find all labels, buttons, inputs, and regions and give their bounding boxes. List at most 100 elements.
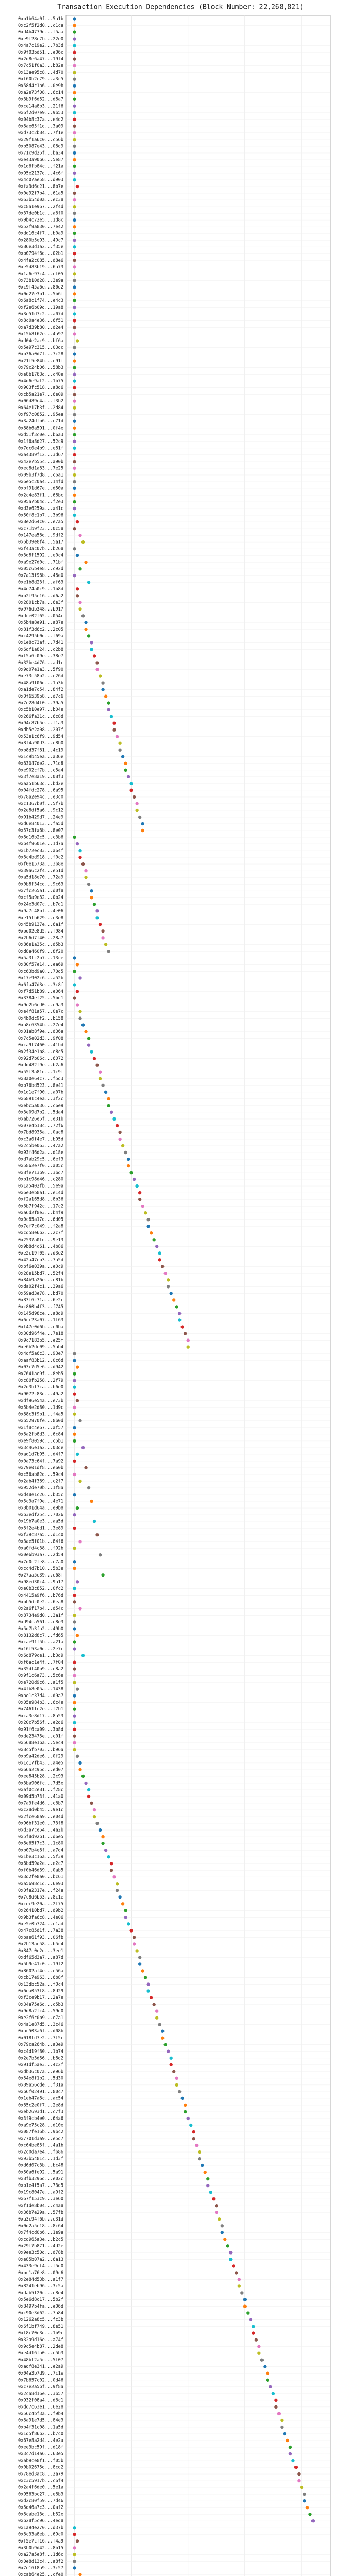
dependency-dot <box>90 1499 93 1503</box>
dependency-dot <box>73 2553 76 2556</box>
y-tick-label: 0x56c4bf3a...f9b4 <box>18 2411 63 2416</box>
y-tick-label: 0x0a73c64f...7a92 <box>18 1459 63 1464</box>
dependency-dot <box>73 386 76 389</box>
dependency-dot <box>73 1647 76 1651</box>
dependency-dot <box>112 721 116 725</box>
dependency-dot <box>73 1748 76 1752</box>
dependency-dot <box>73 1674 76 1677</box>
dependency-dot <box>73 1560 76 1564</box>
y-tick-label: 0x7d0c2fe8...c7a0 <box>18 1560 63 1565</box>
dependency-dot <box>235 2271 238 2275</box>
y-tick-label: 0x78ed3ac8...2a79 <box>18 2472 63 2477</box>
dependency-dot <box>75 2539 79 2543</box>
y-tick-label: 0x5b4e2d80...1d9c <box>18 1405 63 1410</box>
dependency-dot <box>73 1439 76 1443</box>
y-tick-label: 0x2e7b3d56...b8d2 <box>18 2056 63 2061</box>
y-tick-label: 0x8c5fb703...b96a <box>18 1747 63 1752</box>
y-tick-label: 0x55f3a81d...1c9f <box>18 1070 63 1075</box>
dependency-dot <box>78 1768 82 1772</box>
y-tick-label: 0x2e84d53b...a1f7 <box>18 2277 63 2282</box>
y-tick-label: 0xa5698c1d...6e93 <box>18 1882 63 1887</box>
dependency-dot <box>73 265 76 269</box>
dependency-dot <box>311 2519 315 2523</box>
y-tick-label: 0xcc4d7b10...5b3e <box>18 1566 63 1571</box>
y-tick-label: 0x80f57e14...ea69 <box>18 962 63 968</box>
y-tick-label: 0x4e74a0c9...1b8d <box>18 587 63 592</box>
dependency-dot <box>109 1869 113 1872</box>
dependency-dot <box>87 1788 91 1792</box>
dependency-dot <box>73 312 76 316</box>
y-tick-label: 0x2c0da7e4...fb86 <box>18 2150 63 2155</box>
y-tick-label: 0x28e15bd7...52f4 <box>18 1271 63 1276</box>
dependency-dot <box>73 1600 76 1604</box>
y-tick-label: 0xf97c0852...95ea <box>18 412 63 417</box>
y-tick-label: 0x29f1a6c0...c56b <box>18 137 63 142</box>
dependency-dot <box>271 2392 275 2396</box>
y-tick-label: 0xc28d0b45...9e1c <box>18 1808 63 1813</box>
y-tick-label: 0xd8a460f9...8f20 <box>18 949 63 954</box>
y-tick-label: 0x932f08a4...d6c1 <box>18 2398 63 2403</box>
dependency-dot <box>95 916 99 920</box>
dependency-dot <box>73 1667 76 1671</box>
dependency-dot <box>73 1681 76 1684</box>
dependency-dot <box>73 332 76 336</box>
dependency-dot <box>75 339 79 343</box>
y-tick-label: 0x2537a0fd...9e13 <box>18 1238 63 1243</box>
y-tick-label: 0x2b6d7f40...28a7 <box>18 936 63 941</box>
y-tick-label: 0xc56ab82d...59c4 <box>18 1472 63 1477</box>
y-tick-label: 0x6c33a8eb...69c0 <box>18 2532 63 2537</box>
dependency-dot <box>78 533 82 537</box>
dependency-dot <box>73 500 76 504</box>
y-tick-label: 0xab9ce8f1...f05b <box>18 2459 63 2464</box>
dependency-dot <box>172 1298 176 1302</box>
y-tick-label: 0x8602af4e...e56a <box>18 1969 63 1974</box>
dependency-dot <box>263 2365 267 2368</box>
dependency-dot <box>104 694 108 698</box>
y-tick-label: 0x3b7f942c...17c2 <box>18 1204 63 1209</box>
y-tick-label: 0x903fc518...a8d6 <box>18 385 63 391</box>
dependency-dot <box>101 681 105 685</box>
dependency-dot <box>149 1231 153 1235</box>
y-tick-label: 0x1a6e97c4...cf05 <box>18 272 63 277</box>
dependency-dot <box>206 2177 210 2181</box>
y-tick-label: 0xb2f95e16...d6a2 <box>18 594 63 599</box>
dependency-dot <box>87 882 91 886</box>
y-tick-label: 0xe9f28c7b...22e0 <box>18 37 63 42</box>
y-tick-label: 0x6d879ce1...b3d9 <box>18 1653 63 1658</box>
dependency-dot <box>274 2398 278 2402</box>
y-tick-label: 0x8d16b2c5...c3b6 <box>18 835 63 840</box>
dependency-dot <box>73 426 76 430</box>
dependency-dot <box>184 1332 187 1335</box>
y-tick-label: 0xe15fb629...c3e8 <box>18 916 63 921</box>
dependency-dot <box>92 1057 96 1060</box>
y-tick-label: 0x4a7c19e2...7b3d <box>18 43 63 48</box>
dependency-dot <box>73 1620 76 1624</box>
dependency-dot <box>87 581 91 584</box>
y-tick-label: 0x8241eb96...3c5a <box>18 2284 63 2289</box>
y-tick-label: 0x09d5b73f...41a0 <box>18 1794 63 1799</box>
y-tick-label: 0xb1b64a0f...5a1b <box>18 16 63 22</box>
dependency-dot <box>297 2472 301 2476</box>
dependency-dot <box>73 1459 76 1463</box>
y-tick-label: 0x8e2d64c0...e7a5 <box>18 520 63 525</box>
y-tick-label: 0xc8a1e967...2f4d <box>18 205 63 210</box>
dependency-dot <box>192 2130 195 2134</box>
dependency-dot <box>257 2345 261 2348</box>
dependency-dot <box>73 2533 76 2536</box>
dependency-dot <box>73 77 76 81</box>
dependency-dot <box>73 104 76 108</box>
y-tick-label: 0xadf8e341...e2a9 <box>18 2364 63 2369</box>
y-tick-label: 0x9c5e4b87...2de8 <box>18 2344 63 2349</box>
dependency-dot <box>107 1855 110 1859</box>
y-tick-label: 0x0b8f34cd...9c63 <box>18 882 63 887</box>
dependency-dot <box>73 433 76 436</box>
dependency-dot <box>203 2170 207 2174</box>
dependency-dot <box>98 1553 102 1557</box>
dependency-dot <box>75 184 79 189</box>
y-tick-label: 0xe0b3c852...0fc2 <box>18 1586 63 1591</box>
dependency-dot <box>73 2546 76 2550</box>
dependency-dot <box>297 2479 301 2483</box>
dependency-dot <box>129 782 133 786</box>
y-tick-label: 0xb0794f6d...02b1 <box>18 251 63 257</box>
y-tick-label: 0xcb17e963...6b8f <box>18 1975 63 1980</box>
